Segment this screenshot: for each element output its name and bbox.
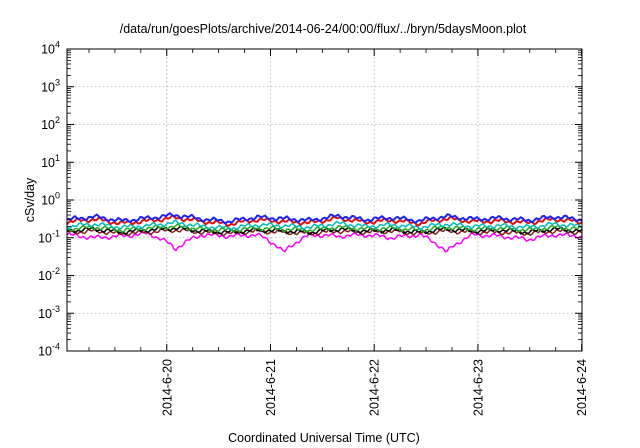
series-line (66, 227, 583, 237)
plot-area (66, 212, 583, 253)
x-tick-label: 2014-6-20 (160, 359, 174, 416)
axis-ticks (67, 48, 583, 352)
x-tick-label: 2014-6-24 (575, 359, 589, 416)
y-tick-label: 101 (41, 153, 60, 170)
grid (67, 49, 582, 351)
x-tick-label: 2014-6-22 (368, 359, 382, 416)
chart-title: /data/run/goesPlots/archive/2014-06-24/0… (120, 22, 527, 36)
y-tick-label: 10-1 (38, 228, 60, 245)
y-tick-label: 103 (41, 77, 60, 94)
x-tick-labels: 2014-6-20 2014-6-21 2014-6-22 2014-6-23 2014… (160, 359, 589, 416)
y-tick-labels: 10-4 10-3 10-2 10-1 100 101 102 103 104 (38, 40, 60, 359)
series-line (66, 230, 583, 253)
series-line (66, 219, 583, 231)
y-axis-label: cSv/day (23, 177, 37, 222)
y-tick-label: 10-2 (38, 266, 60, 283)
x-tick-label: 2014-6-23 (471, 359, 485, 416)
x-axis-label: Coordinated Universal Time (UTC) (228, 431, 420, 445)
y-tick-label: 10-4 (38, 342, 60, 359)
x-tick-label: 2014-6-21 (264, 359, 278, 416)
y-tick-label: 104 (41, 40, 60, 57)
y-tick-label: 102 (41, 115, 60, 132)
y-tick-label: 100 (41, 191, 60, 208)
y-tick-label: 10-3 (38, 304, 60, 321)
series-line (67, 212, 583, 225)
